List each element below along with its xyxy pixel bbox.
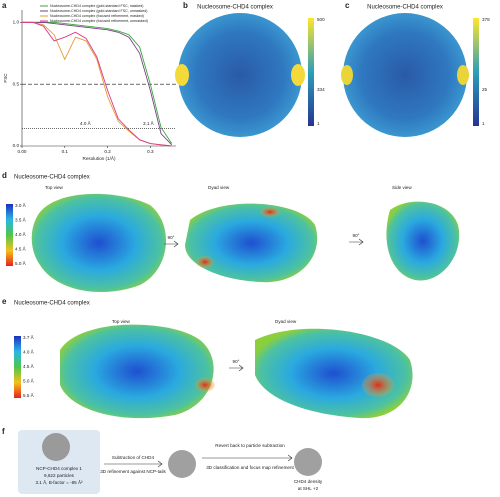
colorbar-label: 500 [317, 17, 325, 22]
box [18, 430, 100, 494]
arrow [349, 238, 364, 246]
colorbar-label: 1 [317, 121, 320, 126]
panel-title: Nucleosome-CHD4 complex [14, 301, 90, 307]
legend-label: Nucleosome-CHD4 complex (focused refinem… [50, 14, 144, 18]
y-tick-label: 1.0 [13, 20, 20, 25]
density-map [386, 201, 460, 281]
arrow [104, 460, 163, 468]
colorbar-label: 5.0 Å [15, 260, 27, 266]
colorbar-label: 25 [482, 87, 488, 92]
fsc-line [22, 21, 173, 146]
colorbar-label: 5.5 Å [23, 392, 35, 398]
colorbar-label: 4.5 Å [15, 246, 27, 252]
x-tick-label: 0.00 [18, 149, 27, 154]
map-thumb [294, 448, 322, 476]
colorbar-label: 1 [482, 121, 485, 126]
angular-map [343, 13, 467, 137]
box-text: NCP-CHD4 complex 1 [36, 466, 82, 471]
panel-letter: d [2, 171, 7, 180]
colorbar-label: 3.7 Å [23, 334, 35, 340]
rotation: 90° [353, 233, 360, 238]
colorbar [6, 204, 13, 266]
panel-letter: e [2, 297, 7, 306]
hotspot [341, 65, 353, 85]
x-tick-label: 0.1 [62, 149, 69, 154]
hotspot [291, 64, 305, 86]
y-tick-label: 0.0 [13, 143, 20, 148]
annotation: 3.1 Å [143, 120, 155, 126]
result-text: CHD4 density [294, 479, 323, 484]
rotation: 90° [168, 235, 175, 240]
density-map [185, 203, 318, 283]
fsc-chart: 0.0 0.5 1.0 0.00 0.1 0.2 0.3 Resolution (1/Å) FS… [3, 4, 176, 161]
rotation: 90° [233, 359, 240, 364]
colorbar-label: 378 [482, 17, 490, 22]
step-text: Subtraction of CHD4 [112, 455, 155, 460]
y-axis-label: FSC [3, 73, 8, 83]
colorbar-label: 4.5 Å [23, 363, 35, 369]
colorbar-label: 3.5 Å [15, 217, 27, 223]
colorbar-label: 3.0 Å [15, 202, 27, 208]
step-text: 3D classification and focus map refineme… [206, 465, 294, 470]
arrow [229, 364, 244, 372]
map-thumb [168, 450, 196, 478]
panel-letter: b [183, 1, 188, 10]
panel-title: Nucleosome-CHD4 complex [14, 175, 90, 181]
density-map [60, 324, 214, 419]
legend-label: Nucleosome-CHD4 complex (gold-standard F… [50, 4, 143, 8]
hotspot [457, 65, 469, 85]
panel-letter: c [345, 1, 350, 10]
arrow [164, 240, 179, 248]
angular-map [178, 13, 302, 137]
x-tick-label: 0.3 [147, 149, 154, 154]
colorbar-label: 4.0 Å [15, 231, 27, 237]
colorbar [308, 18, 314, 126]
result-text: at SHL +2 [298, 486, 319, 491]
density-hotspot [196, 256, 214, 268]
density-map [255, 328, 413, 419]
density-map [31, 193, 167, 293]
panel-letter: a [2, 1, 7, 10]
fsc-line [22, 21, 172, 147]
panel-letter: f [2, 427, 5, 436]
legend-label: Nucleosome-CHD4 complex (focused refinem… [50, 19, 148, 23]
view-label: Dyad view [275, 319, 297, 324]
view-label: Top view [45, 185, 64, 190]
density-hotspot [260, 207, 280, 217]
step-text: 3D refinement against NCP-tails [100, 469, 166, 474]
colorbar-label: 4.0 Å [23, 349, 35, 355]
view-label: Dyad view [208, 185, 230, 190]
box-text: 3.1 Å, B-factor = -85 Å² [35, 479, 83, 485]
density-hotspot [195, 378, 215, 392]
step-text: Revert back to particle subtraction [215, 443, 285, 448]
arrow [202, 454, 293, 462]
colorbar [473, 18, 479, 126]
colorbar-label: 334 [317, 87, 325, 92]
box-text: 9,622 particles [44, 473, 75, 478]
density-hotspot [362, 373, 394, 397]
panel-title: Nucleosome-CHD4 complex [367, 5, 443, 11]
hotspot [175, 64, 189, 86]
legend-label: Nucleosome-CHD4 complex (gold-standard F… [50, 9, 147, 13]
map-thumb [42, 433, 70, 461]
view-label: Top view [112, 319, 131, 324]
view-label: Side view [392, 185, 412, 190]
annotation: 4.0 Å [80, 120, 92, 126]
colorbar [14, 336, 21, 398]
y-tick-label: 0.5 [13, 81, 20, 86]
panel-title: Nucleosome-CHD4 complex [197, 5, 273, 11]
colorbar-label: 5.0 Å [23, 378, 35, 384]
x-axis-label: Resolution (1/Å) [83, 155, 116, 161]
x-tick-label: 0.2 [104, 149, 111, 154]
